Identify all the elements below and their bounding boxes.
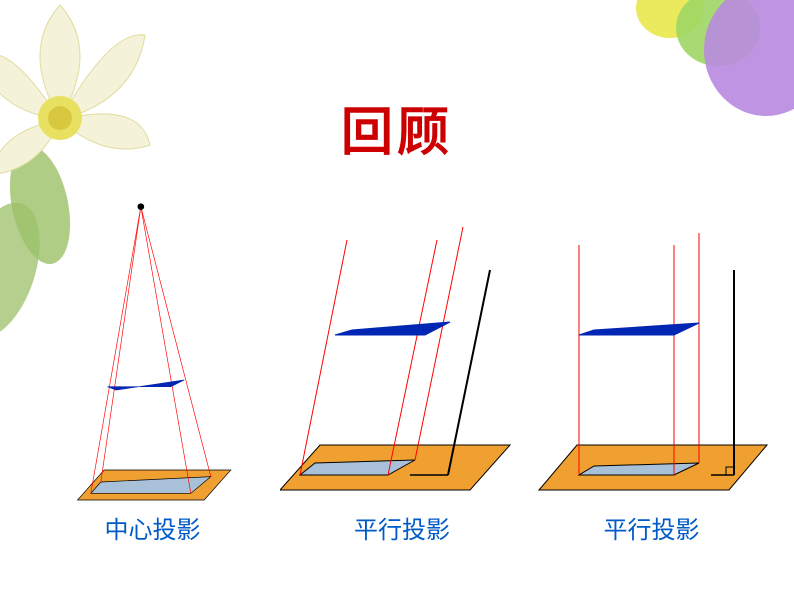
ray (141, 207, 191, 494)
ray (141, 207, 211, 477)
label-central: 中心投影 (30, 510, 275, 545)
page-title: 回顾 (341, 90, 453, 165)
ray (91, 207, 141, 494)
ray (101, 207, 141, 482)
labels-row: 中心投影 平行投影 平行投影 (30, 510, 774, 545)
diagram-row (30, 200, 774, 510)
bubble-yellow (636, 0, 704, 38)
label-parallel-2: 平行投影 (529, 510, 774, 545)
object (335, 322, 450, 335)
diagram-parallel-vertical (529, 200, 774, 520)
diagram-parallel-oblique (280, 200, 525, 520)
pole (448, 270, 490, 475)
object (579, 323, 699, 335)
bubble-green (676, 0, 760, 66)
label-parallel-1: 平行投影 (280, 510, 525, 545)
ray (415, 227, 463, 460)
ray (388, 240, 437, 475)
ray (300, 240, 347, 475)
diagram-central (30, 200, 275, 520)
bubble-purple (704, 0, 794, 116)
projection-point (138, 203, 145, 210)
